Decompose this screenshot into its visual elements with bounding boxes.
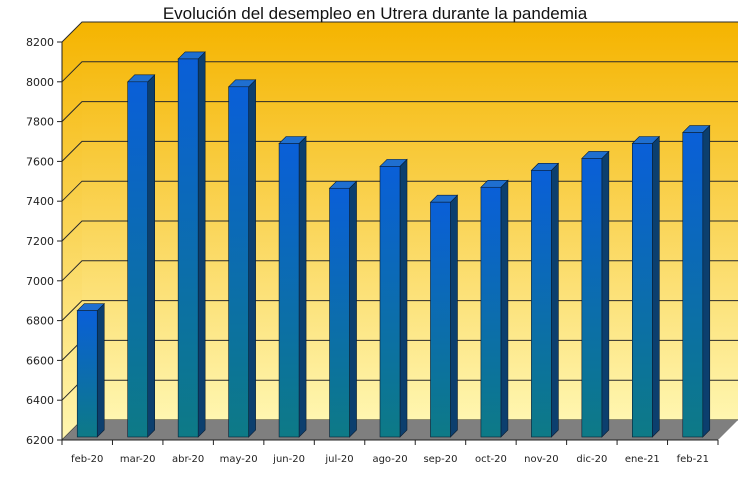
bar-side (702, 124, 711, 438)
x-tick-label: feb-21 (677, 454, 709, 465)
gridline (61, 220, 738, 242)
x-tick-label: ene-21 (625, 454, 660, 465)
bar-side (197, 51, 206, 438)
y-tick-label: 7400 (26, 195, 54, 208)
bar (430, 201, 451, 438)
y-tick-label: 8000 (26, 76, 54, 89)
x-tick-label: jun-20 (272, 454, 305, 465)
x-tick-label: may-20 (220, 454, 258, 465)
bar (177, 58, 199, 438)
y-tick-label: 6800 (26, 315, 54, 328)
bar (329, 187, 350, 438)
y-tick-label: 6200 (26, 434, 54, 447)
bar-side (500, 179, 509, 438)
bar (127, 81, 148, 438)
y-tick-label: 8200 (26, 36, 54, 49)
bar (531, 170, 552, 438)
x-tick-label: ago-20 (372, 454, 407, 465)
bar-side (652, 135, 660, 438)
chart-title: Evolución del desempleo en Utrera durant… (162, 4, 588, 23)
gridline (61, 180, 738, 202)
x-tick-label: nov-20 (524, 454, 558, 465)
y-tick-label: 7600 (26, 155, 54, 168)
y-tick-label: 7800 (26, 116, 54, 129)
gridline (61, 300, 738, 321)
x-tick-label: dic-20 (576, 454, 607, 465)
x-tick-label: abr-20 (172, 454, 204, 465)
x-tick-label: mar-20 (120, 454, 156, 465)
bar (76, 310, 98, 438)
x-tick-label: oct-20 (475, 454, 507, 465)
x-tick-label: jul-20 (324, 454, 353, 465)
x-tick-label: feb-20 (71, 454, 103, 465)
bar-side (349, 180, 357, 438)
gridline (61, 140, 738, 162)
bar (379, 166, 401, 438)
y-tick-label: 6600 (26, 354, 54, 367)
bar (228, 86, 249, 438)
bar (682, 132, 704, 438)
gridline (61, 61, 738, 83)
bar (632, 143, 653, 438)
x-tick-label: sep-20 (423, 454, 457, 465)
y-tick-label: 7200 (26, 235, 54, 248)
y-tick-label: 7000 (26, 275, 54, 288)
bar (581, 158, 603, 438)
gridline (61, 260, 738, 282)
bar-side (601, 150, 610, 438)
bar (480, 186, 502, 438)
bar (278, 143, 300, 438)
gridline (61, 101, 738, 122)
gridline (61, 21, 738, 43)
y-tick-label: 6400 (26, 394, 54, 407)
bar-side (96, 302, 105, 438)
bar-side (298, 135, 307, 438)
bar-side (551, 162, 559, 438)
bar-side (147, 74, 155, 438)
bar-side (399, 158, 408, 438)
bar-side (450, 194, 458, 438)
bar-side (248, 79, 256, 438)
